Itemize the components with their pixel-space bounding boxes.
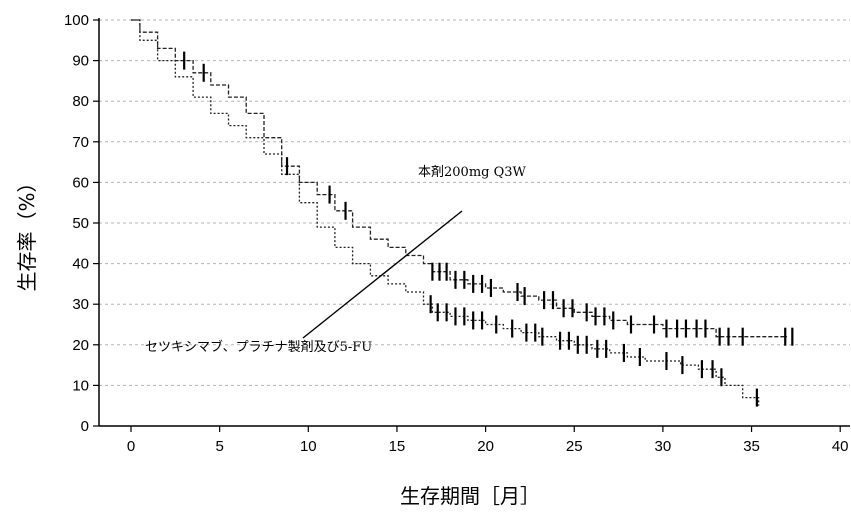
- x-tick-label: 15: [389, 438, 406, 455]
- y-tick-label: 20: [72, 337, 89, 354]
- y-axis-ticks: 0 10 20 30 40 50 60 70 80 90 100: [64, 12, 99, 435]
- x-tick-label: 20: [477, 438, 494, 455]
- km-curve-series-1: [131, 19, 787, 338]
- x-tick-label: 30: [655, 438, 672, 455]
- censor-marks: [183, 51, 794, 407]
- x-tick-label: 10: [300, 438, 317, 455]
- y-tick-label: 80: [72, 93, 89, 110]
- x-axis-label: 生存期間［月］: [400, 484, 540, 508]
- y-axis-label: 生存率（%）: [15, 172, 39, 291]
- y-tick-label: 90: [72, 53, 89, 70]
- y-tick-label: 60: [72, 174, 89, 191]
- x-tick-label: 40: [832, 438, 849, 455]
- series-group: [131, 19, 787, 406]
- annotation-pointer-line: [302, 210, 463, 339]
- y-tick-label: 30: [72, 296, 89, 313]
- annotations: 本剤200mg Q3W セツキシマブ、プラチナ製剤及び5-FU: [145, 164, 527, 355]
- x-tick-label: 5: [215, 438, 223, 455]
- y-tick-label: 10: [72, 377, 89, 394]
- annotation-text-pembrolizumab: 本剤200mg Q3W: [418, 164, 527, 180]
- y-tick-label: 100: [64, 12, 89, 29]
- axes: [98, 18, 850, 427]
- x-axis-ticks: 0 5 10 15 20 25 30 35 40: [127, 426, 849, 455]
- y-tick-label: 0: [81, 418, 89, 435]
- x-tick-label: 35: [743, 438, 760, 455]
- y-tick-label: 70: [72, 134, 89, 151]
- grid-lines: [99, 19, 850, 386]
- x-tick-label: 0: [127, 438, 135, 455]
- y-tick-label: 50: [72, 215, 89, 232]
- y-tick-label: 40: [72, 256, 89, 273]
- annotation-text-control: セツキシマブ、プラチナ製剤及び5-FU: [145, 339, 372, 355]
- x-tick-label: 25: [566, 438, 583, 455]
- km-curve-series-2: [131, 19, 760, 406]
